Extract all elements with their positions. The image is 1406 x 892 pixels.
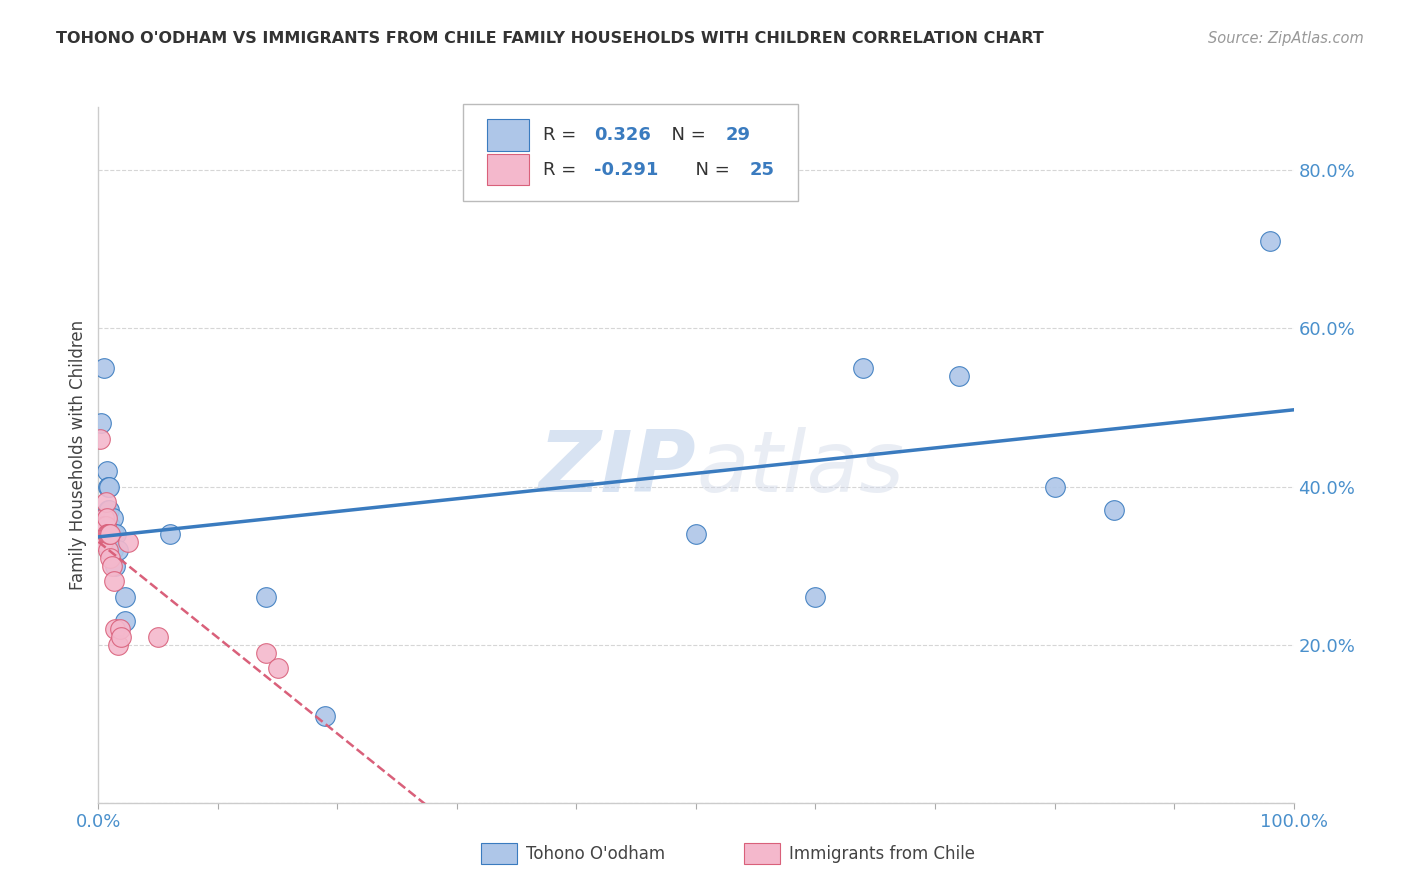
Point [90, 527, 112, 541]
Text: N =: N = [685, 161, 735, 178]
Point [1043, 479, 1066, 493]
Point [100, 542, 122, 557]
Point [104, 622, 127, 636]
Point [93, 360, 115, 375]
Point [96, 527, 118, 541]
Point [98, 527, 121, 541]
Text: -0.291: -0.291 [595, 161, 659, 178]
Point [315, 708, 337, 723]
Text: Source: ZipAtlas.com: Source: ZipAtlas.com [1208, 31, 1364, 46]
Point [100, 527, 122, 541]
Point [98, 519, 122, 533]
Point [108, 622, 131, 636]
Text: 25: 25 [749, 161, 775, 178]
FancyBboxPatch shape [463, 103, 797, 201]
Point [267, 661, 290, 675]
Text: 29: 29 [725, 126, 751, 144]
Point [103, 527, 125, 541]
Point [101, 511, 124, 525]
Text: R =: R = [543, 126, 582, 144]
Point [103, 574, 125, 589]
Text: atlas: atlas [696, 427, 904, 510]
Point [852, 360, 875, 375]
Point [97, 479, 120, 493]
Point [93, 511, 115, 525]
Point [93, 519, 115, 533]
Point [107, 638, 129, 652]
Point [97, 542, 120, 557]
Point [948, 368, 970, 383]
Point [96, 464, 118, 478]
Point [98, 479, 121, 493]
Point [98, 503, 121, 517]
Point [804, 591, 827, 605]
Point [98, 550, 122, 565]
Text: 0.326: 0.326 [595, 126, 651, 144]
Point [1258, 235, 1281, 249]
FancyBboxPatch shape [744, 843, 779, 864]
Point [254, 591, 277, 605]
FancyBboxPatch shape [486, 154, 529, 186]
Text: ZIP: ZIP [538, 427, 696, 510]
Text: R =: R = [543, 161, 582, 178]
Text: TOHONO O'ODHAM VS IMMIGRANTS FROM CHILE FAMILY HOUSEHOLDS WITH CHILDREN CORRELAT: TOHONO O'ODHAM VS IMMIGRANTS FROM CHILE … [56, 31, 1045, 46]
Text: Immigrants from Chile: Immigrants from Chile [789, 845, 976, 863]
Y-axis label: Family Households with Children: Family Households with Children [69, 320, 87, 590]
Point [117, 534, 139, 549]
Point [97, 527, 120, 541]
Point [101, 542, 124, 557]
Point [107, 542, 129, 557]
Point [89, 432, 111, 446]
FancyBboxPatch shape [486, 120, 529, 151]
Point [159, 527, 181, 541]
Text: N =: N = [661, 126, 711, 144]
Point [91, 527, 114, 541]
Point [148, 630, 170, 644]
Point [685, 527, 707, 541]
Point [105, 527, 128, 541]
Point [90, 417, 112, 431]
Point [114, 591, 136, 605]
Point [98, 542, 122, 557]
Point [254, 646, 277, 660]
Point [110, 630, 132, 644]
Point [114, 614, 136, 628]
Point [98, 527, 122, 541]
Point [91, 534, 114, 549]
Point [104, 558, 127, 573]
FancyBboxPatch shape [481, 843, 517, 864]
Point [96, 511, 118, 525]
Point [94, 495, 117, 509]
Point [97, 503, 120, 517]
Text: Tohono O'odham: Tohono O'odham [526, 845, 665, 863]
Point [1102, 503, 1125, 517]
Point [94, 519, 117, 533]
Point [100, 558, 122, 573]
